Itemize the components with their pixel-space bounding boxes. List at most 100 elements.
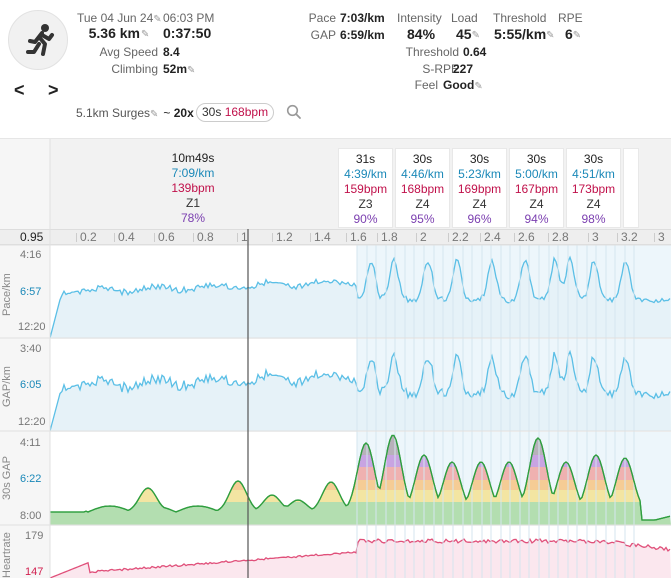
segment-zone: Z4 [586, 197, 601, 211]
next-activity-button[interactable]: > [48, 80, 59, 100]
segment-box[interactable]: 31s 4:39/km 159bpm Z3 90% [338, 148, 393, 228]
threshold-label: Threshold [493, 11, 547, 25]
x-tick-mark [416, 233, 417, 242]
segment-box[interactable] [623, 148, 639, 228]
load-label: Load [451, 11, 478, 25]
x-tick-mark [310, 233, 311, 242]
x-tick-label: 2.4 [484, 230, 501, 244]
segment-zone: Z3 [358, 197, 373, 211]
edit-icon[interactable]: ✎ [153, 13, 162, 25]
edit-feel-icon[interactable]: ✎ [474, 80, 483, 92]
x-tick-label: 0.2 [80, 230, 97, 244]
x-tick-label: 1 [241, 230, 248, 244]
activity-type-avatar[interactable] [8, 10, 68, 70]
segment-pct: 78% [180, 211, 206, 225]
pace-axis-top: 4:16 [20, 249, 42, 261]
activity-date[interactable]: Tue 04 Jun 24✎ [77, 11, 163, 25]
x-tick-label: 1.8 [381, 230, 398, 244]
climbing-text: 52m [163, 62, 188, 76]
x-tick-mark [114, 233, 115, 242]
intensity-value: 84% [407, 26, 436, 42]
x-tick-mark [548, 233, 549, 242]
gap30-zone-band [50, 502, 671, 525]
edit-rpe-icon[interactable]: ✎ [572, 30, 582, 42]
climbing-value[interactable]: 52m✎ [163, 62, 197, 76]
gap-value: 6:59/km [340, 28, 385, 42]
segment-pace: 4:46/km [401, 167, 444, 181]
x-tick-mark [480, 233, 481, 242]
intensity-label: Intensity [397, 11, 442, 25]
pace-value: 7:03/km [340, 11, 385, 25]
gap-axis-bottom: 12:20 [18, 416, 46, 428]
x-tick-label: 2.2 [452, 230, 469, 244]
x-tick-mark [377, 233, 378, 242]
x-tick-label: 2.8 [552, 230, 569, 244]
interval-count: 20x [173, 106, 194, 120]
gap30-axis-mid: 6:22 [20, 473, 42, 485]
segment-pct: 98% [581, 212, 606, 226]
feel-text: Good [443, 78, 475, 92]
feel-label: Feel [414, 78, 438, 92]
x-tick-label: 1.6 [350, 230, 367, 244]
x-tick-mark [448, 233, 449, 242]
pace-axis-bottom: 12:20 [18, 321, 46, 333]
segment-zone: Z1 [185, 196, 200, 210]
hr-line [49, 538, 671, 578]
segment-box[interactable]: 30s 4:46/km 168bpm Z4 95% [395, 148, 450, 228]
threshold2-value: 0.64 [463, 45, 487, 59]
prev-activity-button[interactable]: < [14, 80, 25, 100]
edit-load-icon[interactable]: ✎ [471, 30, 480, 42]
chip-duration: 30s [202, 105, 222, 119]
edit-threshold-icon[interactable]: ✎ [546, 30, 555, 42]
activity-distance: 5.36 km [88, 25, 140, 41]
hr-area [50, 539, 671, 578]
feel-value[interactable]: Good✎ [443, 78, 484, 92]
segment-hr: 169bpm [457, 182, 502, 196]
rpe-text: 6 [565, 26, 573, 42]
chip-heartrate: 168bpm [224, 105, 269, 119]
x-tick-mark [193, 233, 194, 242]
x-tick-mark [76, 233, 77, 242]
segment-zone: Z4 [472, 197, 487, 211]
edit-climbing-icon[interactable]: ✎ [187, 64, 196, 76]
x-tick-label: 1.2 [276, 230, 293, 244]
x-tick-label: 0.8 [197, 230, 214, 244]
segment-pace: 5:23/km [458, 167, 501, 181]
gap-chart-line [49, 349, 671, 432]
x-axis-cursor-value: 0.95 [20, 230, 44, 244]
x-tick-mark [617, 233, 618, 242]
segment-box[interactable]: 30s 5:23/km 169bpm Z4 96% [452, 148, 507, 228]
rpe-label: RPE [558, 11, 583, 25]
edit-distance-icon[interactable]: ✎ [141, 29, 150, 40]
load-value[interactable]: 45✎ [456, 26, 482, 42]
segment-box[interactable]: 30s 4:51/km 173bpm Z4 98% [566, 148, 621, 228]
srpe-value: 227 [453, 62, 474, 76]
pace-axis-mid: 6:57 [20, 286, 42, 298]
x-tick-label: 0.6 [158, 230, 175, 244]
segment-pace: 4:51/km [572, 167, 615, 181]
x-tick-mark [346, 233, 347, 242]
segment-box[interactable]: 10m49s 7:09/km 139bpm Z1 78% [50, 148, 336, 228]
threshold-value[interactable]: 5:55/km✎ [494, 26, 556, 42]
x-tick-label: 3.2 [621, 230, 638, 244]
hr-axis-top: 179 [25, 530, 44, 542]
segment-time: 30s [583, 152, 604, 166]
rpe-value[interactable]: 6✎ [565, 26, 583, 42]
x-tick-label: 0.4 [118, 230, 135, 244]
edit-intervals-icon[interactable]: ✎ [150, 108, 159, 120]
segment-hr: 159bpm [343, 182, 388, 196]
interval-summary: 5.1km Surges✎ ~ 20x [76, 106, 194, 120]
x-tick-label: 3 [658, 230, 665, 244]
segment-zone: Z4 [529, 197, 544, 211]
load-text: 45 [456, 26, 472, 42]
segment-hr: 173bpm [571, 182, 616, 196]
pace-label: Pace [308, 11, 336, 25]
date-text: Tue 04 Jun 24 [77, 11, 154, 25]
interval-chip[interactable]: 30s 168bpm [196, 103, 275, 122]
segment-hr: 139bpm [171, 181, 215, 195]
search-icon[interactable] [286, 104, 302, 120]
x-tick-label: 1.4 [314, 230, 331, 244]
segment-pace: 5:00/km [515, 167, 558, 181]
segment-box[interactable]: 30s 5:00/km 167bpm Z4 94% [509, 148, 564, 228]
